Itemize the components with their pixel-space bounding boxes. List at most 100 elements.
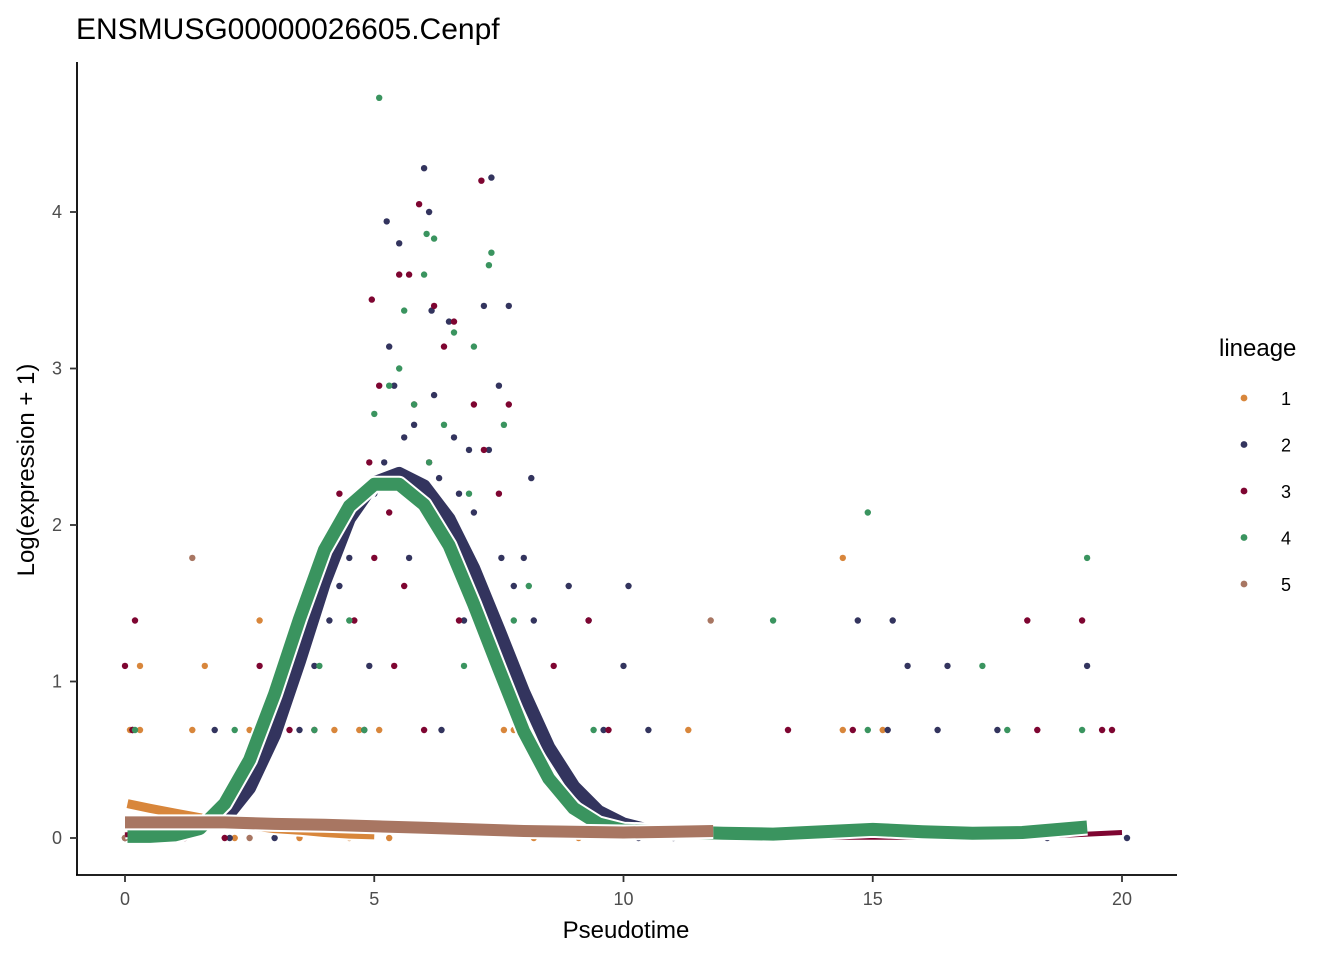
legend-key-4 [1240, 534, 1248, 541]
data-point-lineage-2 [520, 554, 527, 562]
data-point-lineage-2 [450, 434, 458, 441]
data-point-lineage-4 [1078, 726, 1086, 734]
data-point-lineage-4 [401, 307, 408, 314]
data-point-lineage-4 [450, 329, 458, 336]
data-point-lineage-4 [864, 509, 871, 516]
y-axis-title: Log(expression + 1) [13, 364, 40, 577]
data-point-lineage-4 [440, 421, 448, 428]
data-point-lineage-2 [401, 434, 408, 441]
data-point-lineage-2 [600, 726, 607, 734]
data-point-lineage-2 [226, 834, 233, 842]
curve-outline-lineage-3 [124, 473, 1123, 842]
data-point-lineage-2 [645, 726, 652, 734]
data-point-lineage-3 [256, 662, 263, 670]
data-point-lineage-1 [231, 834, 238, 842]
data-point-lineage-3 [286, 726, 293, 734]
data-point-lineage-2 [460, 617, 468, 624]
data-point-lineage-4 [500, 421, 508, 428]
data-point-lineage-4 [420, 271, 428, 278]
data-point-lineage-4 [131, 726, 139, 734]
data-point-lineage-4 [410, 401, 418, 408]
data-point-lineage-2 [326, 617, 333, 624]
data-point-lineage-2 [505, 302, 512, 310]
data-point-lineage-4 [425, 459, 433, 466]
data-point-lineage-2 [296, 726, 303, 734]
data-point-lineage-2 [311, 662, 318, 670]
data-point-lineage-3 [430, 302, 438, 310]
data-point-lineage-2 [410, 421, 418, 428]
data-point-lineage-4 [346, 617, 353, 624]
data-point-lineage-2 [565, 582, 572, 590]
data-point-lineage-2 [1083, 662, 1091, 670]
data-point-lineage-3 [495, 490, 503, 497]
data-point-lineage-2 [470, 509, 478, 516]
plot-area [121, 94, 1131, 845]
y-tick-label: 3 [52, 359, 62, 379]
data-point-lineage-5 [707, 617, 714, 624]
x-tick-label: 15 [863, 889, 883, 909]
y-tick-label: 1 [52, 672, 62, 692]
data-point-lineage-2 [438, 726, 445, 734]
data-point-lineage-4 [488, 249, 495, 256]
data-point-lineage-3 [849, 726, 856, 734]
data-point-lineage-1 [376, 726, 383, 734]
data-point-lineage-2 [625, 582, 632, 590]
legend-title: lineage [1219, 335, 1296, 362]
data-point-lineage-3 [585, 617, 592, 624]
data-point-lineage-2 [425, 208, 433, 216]
legend-label-2: 2 [1281, 436, 1291, 456]
x-ticks: 0 5 10 15 20 [120, 875, 1132, 909]
curve-outline-lineage-4 [127, 475, 1088, 845]
data-point-lineage-3 [131, 617, 139, 624]
y-ticks: 0 1 2 3 4 [52, 202, 77, 848]
data-point-lineage-2 [391, 382, 398, 389]
data-point-lineage-2 [994, 726, 1001, 734]
data-point-lineage-4 [1083, 554, 1091, 562]
data-point-lineage-2 [944, 662, 951, 670]
y-tick-label: 4 [52, 202, 62, 222]
data-point-lineage-2 [386, 343, 393, 350]
curve-lineage-5 [125, 816, 714, 839]
data-point-lineage-2 [396, 240, 403, 247]
legend-key-2 [1240, 441, 1248, 448]
data-point-lineage-4 [423, 230, 430, 238]
legend-key-1 [1240, 394, 1248, 402]
data-point-lineage-3 [480, 446, 488, 454]
data-point-lineage-3 [121, 662, 129, 670]
legend-label-3: 3 [1281, 482, 1291, 502]
data-point-lineage-2 [383, 218, 390, 225]
legend-key-5 [1240, 580, 1248, 588]
data-point-lineage-3 [1108, 726, 1116, 734]
data-point-lineage-3 [368, 296, 375, 303]
x-tick-label: 5 [369, 889, 379, 909]
data-point-lineage-3 [505, 401, 512, 408]
data-point-lineage-2 [498, 554, 505, 562]
data-point-lineage-3 [221, 834, 228, 842]
curve-lineage-4 [127, 477, 1088, 843]
x-tick-label: 10 [613, 889, 633, 909]
data-point-lineage-4 [465, 490, 473, 497]
legend-label-1: 1 [1281, 389, 1291, 409]
data-point-lineage-2 [1123, 834, 1131, 842]
data-point-lineage-3 [1034, 726, 1041, 734]
data-point-lineage-4 [231, 726, 238, 734]
data-point-lineage-2 [495, 382, 503, 389]
data-point-lineage-2 [934, 726, 941, 734]
data-point-lineage-4 [311, 726, 318, 734]
x-tick-label: 0 [120, 889, 130, 909]
data-point-lineage-4 [470, 343, 478, 350]
data-point-lineage-4 [864, 726, 871, 734]
data-point-lineage-2 [488, 174, 495, 181]
data-point-lineage-3 [420, 726, 428, 734]
data-point-lineage-2 [854, 617, 861, 624]
data-point-lineage-1 [685, 726, 692, 734]
data-point-lineage-1 [839, 726, 846, 734]
curve-lineage-2 [219, 466, 675, 840]
data-point-lineage-4 [316, 662, 323, 670]
data-point-lineage-4 [1004, 726, 1011, 734]
data-point-lineage-2 [904, 662, 911, 670]
data-point-lineage-2 [455, 490, 463, 497]
legend-label-5: 5 [1281, 575, 1291, 595]
data-point-lineage-4 [979, 662, 986, 670]
